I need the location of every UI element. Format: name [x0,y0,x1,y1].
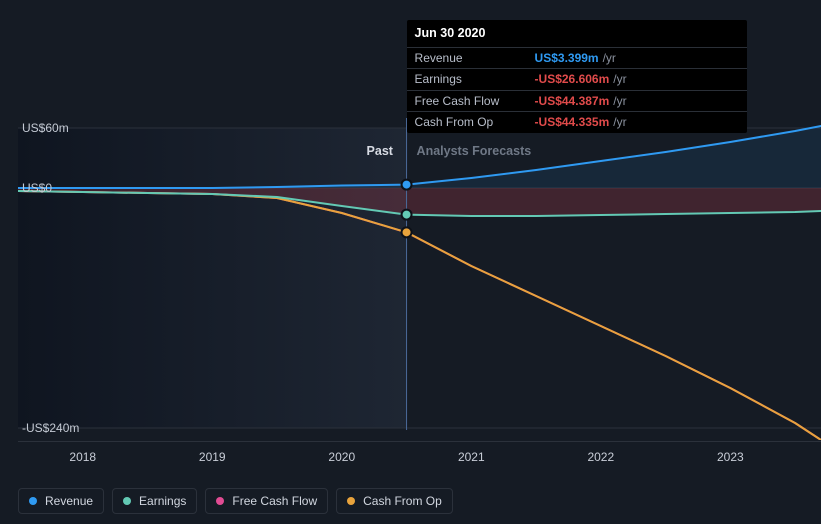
tooltip-row-label: Revenue [415,51,535,65]
legend-item-label: Revenue [45,494,93,508]
y-tick-label: US$0 [22,181,52,195]
tooltip-row-value: US$3.399m [535,51,599,65]
tooltip-row-unit: /yr [613,72,626,86]
tooltip-row: Free Cash Flow-US$44.387m/yr [407,90,747,111]
legend-dot-icon [123,497,131,505]
tooltip-row-label: Cash From Op [415,115,535,129]
legend: Revenue Earnings Free Cash Flow Cash From O… [18,488,453,514]
tooltip-row-label: Earnings [415,72,535,86]
tooltip-row-unit: /yr [603,51,616,65]
tooltip-row: Earnings-US$26.606m/yr [407,68,747,89]
legend-dot-icon [216,497,224,505]
x-tick-label: 2021 [458,450,485,464]
legend-item-label: Earnings [139,494,186,508]
x-axis: 2018 2019 2020 2021 2022 2023 [18,440,821,470]
tooltip-row-unit: /yr [613,94,626,108]
marker-cfo [402,227,412,237]
legend-item-label: Free Cash Flow [232,494,317,508]
tooltip-row: Cash From Op-US$44.335m/yr [407,111,747,132]
legend-item-fcf[interactable]: Free Cash Flow [205,488,328,514]
legend-item-label: Cash From Op [363,494,442,508]
marker-earnings [402,210,412,220]
tooltip-title: Jun 30 2020 [407,20,747,47]
legend-item-cfo[interactable]: Cash From Op [336,488,453,514]
x-tick-label: 2019 [199,450,226,464]
x-tick-label: 2018 [69,450,96,464]
tooltip-row: RevenueUS$3.399m/yr [407,47,747,68]
x-tick-label: 2020 [328,450,355,464]
y-tick-label: US$60m [22,121,69,135]
tooltip-row-label: Free Cash Flow [415,94,535,108]
x-tick-label: 2023 [717,450,744,464]
marker-revenue [402,180,412,190]
tooltip-row-unit: /yr [613,115,626,129]
y-tick-label: -US$240m [22,421,79,435]
legend-dot-icon [29,497,37,505]
region-label-forecast: Analysts Forecasts [417,144,532,158]
tooltip-row-value: -US$26.606m [535,72,610,86]
legend-item-revenue[interactable]: Revenue [18,488,104,514]
legend-dot-icon [347,497,355,505]
region-label-past: Past [367,144,393,158]
legend-item-earnings[interactable]: Earnings [112,488,197,514]
tooltip-row-value: -US$44.335m [535,115,610,129]
x-tick-label: 2022 [587,450,614,464]
tooltip-row-value: -US$44.387m [535,94,610,108]
tooltip: Jun 30 2020 RevenueUS$3.399m/yrEarnings-… [407,20,747,133]
